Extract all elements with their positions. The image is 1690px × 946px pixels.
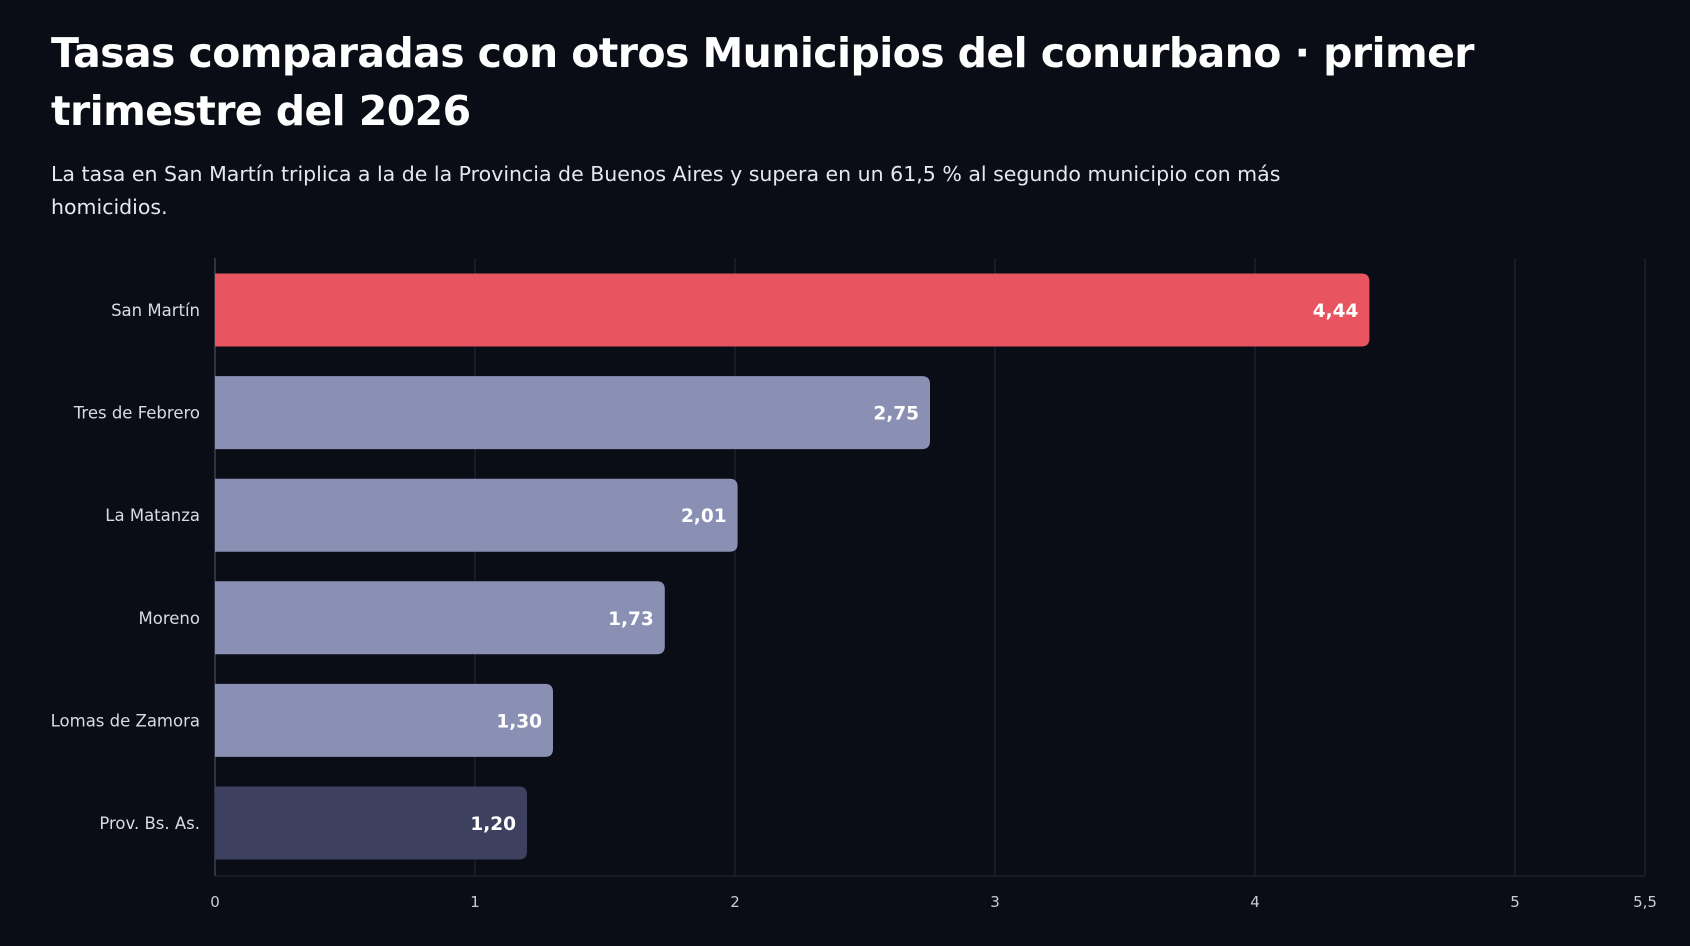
chart-title: Tasas comparadas con otros Municipios de… bbox=[51, 29, 1475, 135]
bar bbox=[215, 581, 665, 655]
category-labels: San Martín Tres de Febrero La Matanza Moren… bbox=[51, 301, 200, 833]
bar-value-label: 1,20 bbox=[470, 814, 516, 835]
x-tick-label: 5 bbox=[1510, 893, 1520, 911]
category-label: Moreno bbox=[139, 609, 200, 628]
bar-value-label: 4,44 bbox=[1313, 301, 1359, 322]
category-label: San Martín bbox=[111, 301, 200, 320]
category-label: Prov. Bs. As. bbox=[99, 814, 200, 833]
bar bbox=[215, 786, 527, 860]
category-label: La Matanza bbox=[105, 506, 200, 525]
x-tick-label: 4 bbox=[1250, 893, 1260, 911]
x-tick-label: 2 bbox=[730, 893, 740, 911]
x-tick-label: 5,5 bbox=[1633, 893, 1657, 911]
bar bbox=[215, 376, 930, 450]
bar bbox=[215, 683, 553, 757]
category-label: Tres de Febrero bbox=[73, 404, 200, 423]
bar-value-label: 2,01 bbox=[681, 506, 727, 527]
x-tick-label: 1 bbox=[470, 893, 480, 911]
bar-value-label: 1,30 bbox=[496, 711, 542, 732]
bar-value-label: 1,73 bbox=[608, 609, 654, 630]
chart-subtitle: La tasa en San Martín triplica a la de l… bbox=[51, 162, 1281, 219]
gridlines bbox=[214, 258, 1646, 877]
x-tick-label: 0 bbox=[210, 893, 220, 911]
category-label: Lomas de Zamora bbox=[51, 711, 200, 730]
bar-value-label: 2,75 bbox=[873, 404, 919, 425]
bars: 4,44 2,75 2,01 1,73 1,30 1,20 bbox=[215, 273, 1370, 860]
x-axis-ticks: 0 1 2 3 4 5 5,5 bbox=[210, 893, 1657, 911]
x-tick-label: 3 bbox=[990, 893, 1000, 911]
bar bbox=[215, 273, 1370, 347]
bar bbox=[215, 478, 738, 552]
